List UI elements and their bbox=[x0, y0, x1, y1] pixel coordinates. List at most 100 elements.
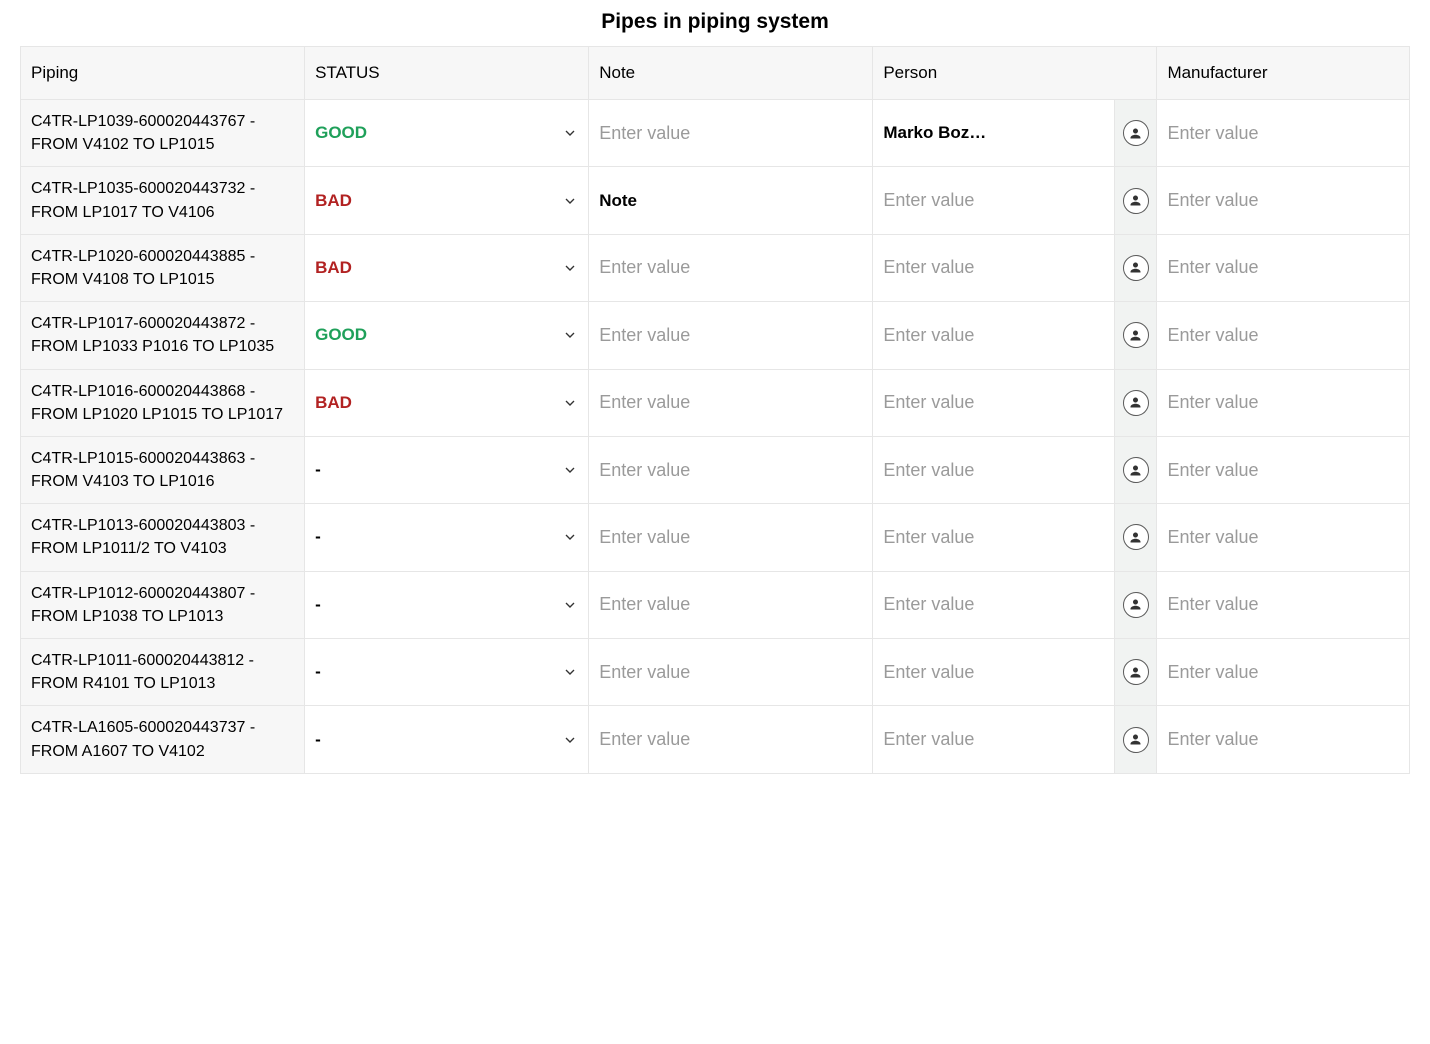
person-text: Enter value bbox=[883, 460, 974, 480]
status-cell[interactable]: BAD bbox=[305, 234, 589, 301]
table-row: C4TR-LP1020-600020443885 - FROM V4108 TO… bbox=[21, 234, 1410, 301]
note-cell[interactable]: Enter value bbox=[589, 639, 873, 706]
status-cell[interactable]: - bbox=[305, 571, 589, 638]
note-cell[interactable]: Enter value bbox=[589, 100, 873, 167]
person-picker-button[interactable] bbox=[1114, 370, 1156, 436]
note-text: Enter value bbox=[599, 527, 690, 547]
status-text: BAD bbox=[315, 191, 352, 210]
person-picker-button[interactable] bbox=[1114, 437, 1156, 503]
piping-text: C4TR-LP1035-600020443732 - FROM LP1017 T… bbox=[31, 180, 255, 220]
note-cell[interactable]: Enter value bbox=[589, 571, 873, 638]
header-person: Person bbox=[873, 47, 1157, 100]
piping-cell: C4TR-LP1013-600020443803 - FROM LP1011/2… bbox=[21, 504, 305, 571]
chevron-down-icon bbox=[562, 193, 578, 209]
status-cell[interactable]: - bbox=[305, 706, 589, 773]
status-text: - bbox=[315, 460, 321, 479]
note-cell[interactable]: Enter value bbox=[589, 436, 873, 503]
person-cell[interactable]: Enter value bbox=[873, 369, 1157, 436]
piping-cell: C4TR-LP1012-600020443807 - FROM LP1038 T… bbox=[21, 571, 305, 638]
manufacturer-text: Enter value bbox=[1167, 190, 1258, 210]
piping-text: C4TR-LP1012-600020443807 - FROM LP1038 T… bbox=[31, 585, 255, 625]
status-cell[interactable]: GOOD bbox=[305, 302, 589, 369]
note-text: Enter value bbox=[599, 594, 690, 614]
table-row: C4TR-LA1605-600020443737 - FROM A1607 TO… bbox=[21, 706, 1410, 773]
person-picker-button[interactable] bbox=[1114, 639, 1156, 705]
manufacturer-cell[interactable]: Enter value bbox=[1157, 504, 1410, 571]
manufacturer-cell[interactable]: Enter value bbox=[1157, 571, 1410, 638]
person-picker-button[interactable] bbox=[1114, 100, 1156, 166]
person-picker-button[interactable] bbox=[1114, 572, 1156, 638]
status-cell[interactable]: - bbox=[305, 504, 589, 571]
manufacturer-cell[interactable]: Enter value bbox=[1157, 369, 1410, 436]
manufacturer-cell[interactable]: Enter value bbox=[1157, 234, 1410, 301]
note-text: Enter value bbox=[599, 729, 690, 749]
note-text: Enter value bbox=[599, 257, 690, 277]
piping-cell: C4TR-LP1016-600020443868 - FROM LP1020 L… bbox=[21, 369, 305, 436]
manufacturer-text: Enter value bbox=[1167, 527, 1258, 547]
note-cell[interactable]: Enter value bbox=[589, 234, 873, 301]
person-text: Enter value bbox=[883, 594, 974, 614]
person-picker-button[interactable] bbox=[1114, 167, 1156, 233]
piping-text: C4TR-LP1015-600020443863 - FROM V4103 TO… bbox=[31, 450, 255, 490]
table-row: C4TR-LP1035-600020443732 - FROM LP1017 T… bbox=[21, 167, 1410, 234]
person-picker-button[interactable] bbox=[1114, 235, 1156, 301]
manufacturer-cell[interactable]: Enter value bbox=[1157, 639, 1410, 706]
piping-cell: C4TR-LP1035-600020443732 - FROM LP1017 T… bbox=[21, 167, 305, 234]
note-cell[interactable]: Enter value bbox=[589, 302, 873, 369]
person-picker-button[interactable] bbox=[1114, 706, 1156, 772]
table-header-row: Piping STATUS Note Person Manufacturer bbox=[21, 47, 1410, 100]
person-cell[interactable]: Marko Boz… bbox=[873, 100, 1157, 167]
table-row: C4TR-LP1039-600020443767 - FROM V4102 TO… bbox=[21, 100, 1410, 167]
person-icon bbox=[1123, 524, 1149, 550]
status-cell[interactable]: BAD bbox=[305, 369, 589, 436]
chevron-down-icon bbox=[562, 260, 578, 276]
piping-text: C4TR-LA1605-600020443737 - FROM A1607 TO… bbox=[31, 719, 255, 759]
person-cell[interactable]: Enter value bbox=[873, 639, 1157, 706]
person-cell[interactable]: Enter value bbox=[873, 571, 1157, 638]
note-cell[interactable]: Note bbox=[589, 167, 873, 234]
person-icon bbox=[1123, 322, 1149, 348]
person-picker-button[interactable] bbox=[1114, 302, 1156, 368]
manufacturer-cell[interactable]: Enter value bbox=[1157, 706, 1410, 773]
page-title: Pipes in piping system bbox=[20, 10, 1410, 34]
chevron-down-icon bbox=[562, 732, 578, 748]
piping-cell: C4TR-LP1039-600020443767 - FROM V4102 TO… bbox=[21, 100, 305, 167]
status-cell[interactable]: BAD bbox=[305, 167, 589, 234]
manufacturer-text: Enter value bbox=[1167, 729, 1258, 749]
manufacturer-text: Enter value bbox=[1167, 460, 1258, 480]
person-text: Enter value bbox=[883, 257, 974, 277]
person-icon bbox=[1123, 390, 1149, 416]
person-text: Enter value bbox=[883, 527, 974, 547]
note-cell[interactable]: Enter value bbox=[589, 369, 873, 436]
piping-cell: C4TR-LP1015-600020443863 - FROM V4103 TO… bbox=[21, 436, 305, 503]
manufacturer-text: Enter value bbox=[1167, 123, 1258, 143]
note-cell[interactable]: Enter value bbox=[589, 504, 873, 571]
manufacturer-cell[interactable]: Enter value bbox=[1157, 302, 1410, 369]
manufacturer-cell[interactable]: Enter value bbox=[1157, 167, 1410, 234]
status-cell[interactable]: - bbox=[305, 639, 589, 706]
person-text: Enter value bbox=[883, 190, 974, 210]
person-picker-button[interactable] bbox=[1114, 504, 1156, 570]
person-cell[interactable]: Enter value bbox=[873, 234, 1157, 301]
person-icon bbox=[1123, 188, 1149, 214]
person-cell[interactable]: Enter value bbox=[873, 302, 1157, 369]
note-text: Enter value bbox=[599, 123, 690, 143]
person-cell[interactable]: Enter value bbox=[873, 706, 1157, 773]
person-cell[interactable]: Enter value bbox=[873, 436, 1157, 503]
piping-text: C4TR-LP1016-600020443868 - FROM LP1020 L… bbox=[31, 383, 283, 423]
chevron-down-icon bbox=[562, 529, 578, 545]
piping-cell: C4TR-LA1605-600020443737 - FROM A1607 TO… bbox=[21, 706, 305, 773]
status-text: GOOD bbox=[315, 325, 367, 344]
person-cell[interactable]: Enter value bbox=[873, 167, 1157, 234]
status-cell[interactable]: - bbox=[305, 436, 589, 503]
status-text: - bbox=[315, 595, 321, 614]
manufacturer-cell[interactable]: Enter value bbox=[1157, 100, 1410, 167]
piping-cell: C4TR-LP1020-600020443885 - FROM V4108 TO… bbox=[21, 234, 305, 301]
manufacturer-cell[interactable]: Enter value bbox=[1157, 436, 1410, 503]
person-cell[interactable]: Enter value bbox=[873, 504, 1157, 571]
status-cell[interactable]: GOOD bbox=[305, 100, 589, 167]
note-cell[interactable]: Enter value bbox=[589, 706, 873, 773]
person-icon bbox=[1123, 457, 1149, 483]
piping-text: C4TR-LP1017-600020443872 - FROM LP1033 P… bbox=[31, 315, 274, 355]
person-text: Enter value bbox=[883, 392, 974, 412]
